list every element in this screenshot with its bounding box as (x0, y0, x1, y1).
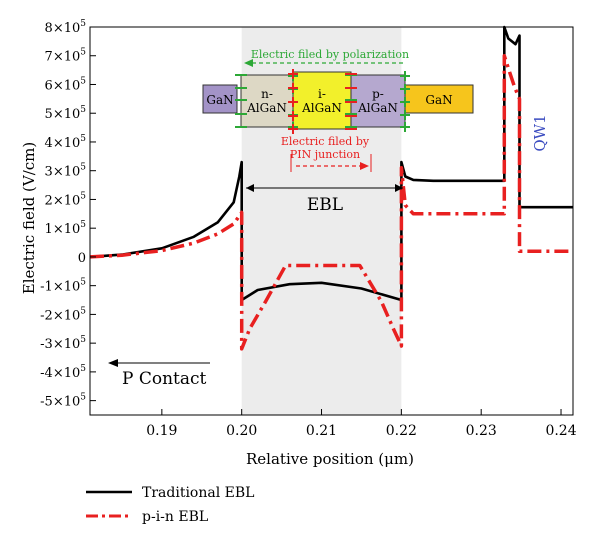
y-tick-label: 3×105 (45, 163, 87, 180)
y-tick-label: -3×105 (40, 335, 86, 352)
x-tick-label: 0.20 (226, 423, 257, 439)
x-tick-label: 0.23 (466, 423, 497, 439)
x-tick-label: 0.21 (306, 423, 337, 439)
polarization-label: Electric filed by polarization (251, 48, 409, 61)
layer-label: p- (372, 87, 384, 101)
y-tick-label: 1×105 (45, 220, 87, 237)
y-tick-label: 0 (78, 251, 86, 266)
y-tick-label: -5×105 (40, 393, 86, 410)
layer-label: GaN (425, 93, 452, 107)
pin-label: PIN junction (290, 148, 360, 161)
pin-label: Electric filed by (281, 135, 370, 148)
x-tick-label: 0.24 (545, 423, 576, 439)
layer-box (292, 71, 352, 130)
layer-box (202, 84, 238, 114)
layer-label: AlGaN (357, 101, 398, 115)
legend-label-traditional: Traditional EBL (142, 485, 254, 501)
y-tick-label: 5×105 (45, 105, 87, 122)
series-layer (89, 25, 573, 351)
series-line-pin (89, 53, 573, 351)
p-contact-annotation: P Contact (108, 359, 210, 389)
polarization-arrowhead (244, 59, 253, 67)
y-axis-label: Electric field (V/cm) (20, 142, 38, 294)
ebl-label: EBL (307, 195, 343, 215)
legend-label-pin: p-i-n EBL (142, 509, 208, 525)
pin-arrowhead (360, 162, 369, 170)
x-tick-label: 0.19 (146, 423, 177, 439)
y-tick-label: -4×105 (40, 364, 86, 381)
y-tick-label: 6×105 (45, 76, 87, 93)
y-tick-label: 4×105 (45, 134, 87, 151)
qw1-label: QW1 (531, 114, 549, 151)
layer-label: AlGaN (246, 101, 287, 115)
series-line-traditional (89, 25, 573, 302)
x-tick-label: 0.22 (386, 423, 417, 439)
y-axis: 8×105 7×105 6×105 5×105 4×105 3×105 2×105 1×105… (40, 19, 96, 410)
legend: Traditional EBL p-i-n EBL (86, 485, 254, 525)
x-axis: 0.19 0.20 0.21 0.22 0.23 0.24 (146, 409, 577, 439)
layer-label: i- (318, 87, 326, 101)
y-tick-label: -2×105 (40, 306, 86, 323)
layer-box (350, 74, 406, 128)
layer-label: AlGaN (301, 101, 342, 115)
plot-frame (89, 26, 574, 416)
layer-label: n- (261, 87, 273, 101)
y-tick-label: 8×105 (45, 19, 87, 36)
ebl-annotation: EBL (246, 184, 403, 215)
y-tick-label: -1×105 (40, 278, 86, 295)
layer-label: GaN (206, 93, 233, 107)
p-contact-label: P Contact (122, 369, 207, 389)
y-tick-label: 7×105 (45, 48, 87, 65)
y-tick-label: 2×105 (45, 191, 87, 208)
x-axis-label: Relative position (μm) (246, 450, 414, 468)
